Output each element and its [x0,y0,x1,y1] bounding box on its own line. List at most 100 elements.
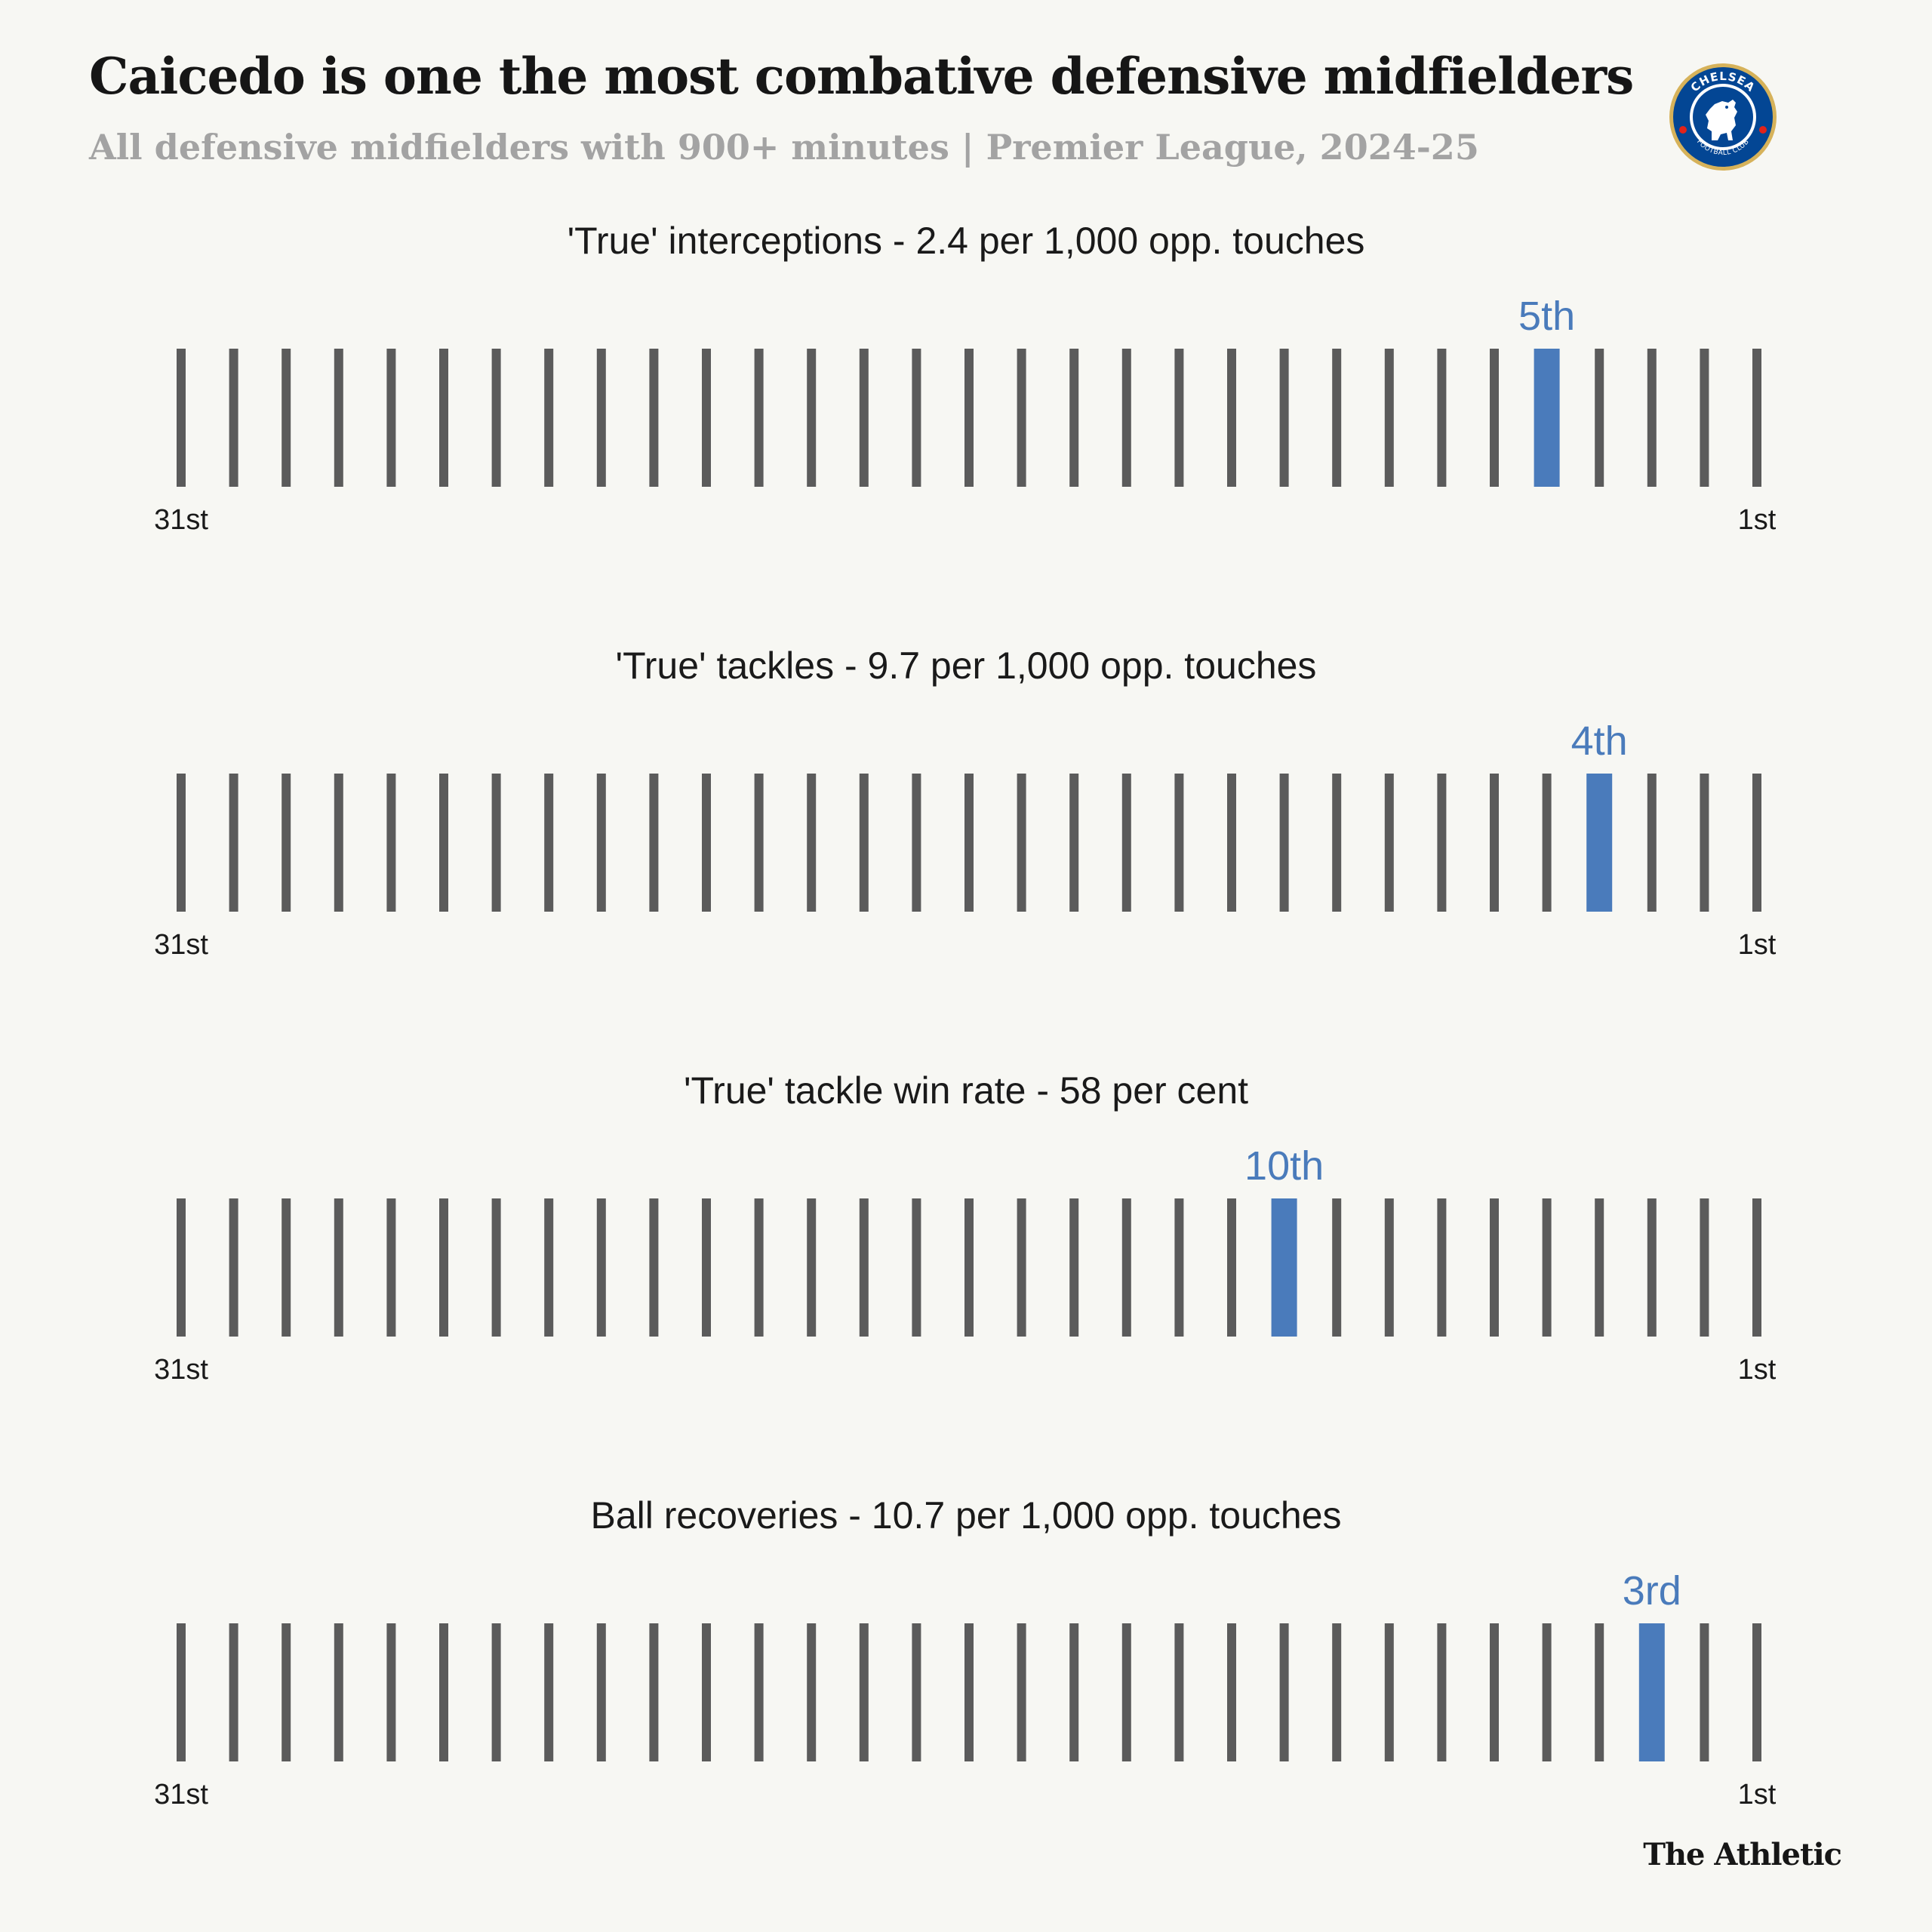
rank-tick [1752,349,1761,487]
rank-tick [1700,1623,1709,1761]
rank-strip [177,774,1761,912]
highlight-rank-label: 4th [1571,718,1628,764]
rank-tick [1069,774,1079,912]
highlight-rank-bar [1534,349,1560,487]
rank-tick [1700,774,1709,912]
rank-tick [1279,349,1289,487]
rank-tick [1752,774,1761,912]
rank-tick [1121,1623,1131,1761]
rank-tick [1384,1198,1394,1337]
rank-tick [1069,1623,1079,1761]
rank-tick [1384,1623,1394,1761]
rank-tick [281,349,291,487]
strip-panel: Ball recoveries - 10.7 per 1,000 opp. to… [0,1494,1932,1841]
rank-tick [1700,1198,1709,1337]
rank-tick [1279,1623,1289,1761]
rank-tick [964,1623,974,1761]
highlight-rank-label: 5th [1518,294,1576,339]
rank-tick [649,774,659,912]
rank-tick [754,1623,764,1761]
highlight-rank-label: 10th [1244,1143,1324,1189]
rank-tick [807,774,817,912]
rank-tick [1752,1623,1761,1761]
rank-tick [912,774,921,912]
rank-tick [1332,349,1342,487]
rank-tick [281,1198,291,1337]
rank-tick [1174,1198,1184,1337]
rank-tick [229,774,238,912]
rank-tick [439,774,448,912]
chelsea-crest-logo: CHELSEA FOOTBALL CLUB [1669,63,1777,171]
right-axis-label: 1st [1737,929,1777,961]
rank-tick [912,1623,921,1761]
rank-tick [1437,774,1447,912]
rank-tick [964,349,974,487]
strip-panel: 'True' tackles - 9.7 per 1,000 opp. touc… [0,644,1932,991]
rank-tick [807,1623,817,1761]
rank-tick [1490,1198,1499,1337]
rank-strip [177,1198,1761,1337]
rank-tick [1542,774,1552,912]
rank-tick [596,349,606,487]
rank-tick [754,1198,764,1337]
rank-strip [177,349,1761,487]
rank-tick [229,1198,238,1337]
rank-tick [386,1623,396,1761]
left-axis-label: 31st [154,1779,208,1810]
rank-tick [334,349,343,487]
rank-tick [964,774,974,912]
rank-tick [649,1198,659,1337]
rank-tick [702,349,711,487]
panel-title: 'True' interceptions - 2.4 per 1,000 opp… [567,220,1365,262]
rank-tick [1332,1198,1342,1337]
rank-tick [1437,1198,1447,1337]
rank-tick [859,349,869,487]
rank-tick [229,349,238,487]
rank-tick [386,774,396,912]
rank-tick [491,1198,501,1337]
rank-tick [177,1623,186,1761]
rank-tick [1437,1623,1447,1761]
rank-tick [1174,1623,1184,1761]
rank-tick [1227,1623,1236,1761]
rank-tick [702,1623,711,1761]
rank-tick [596,1623,606,1761]
rank-strip [177,1623,1761,1761]
strip-panel: 'True' interceptions - 2.4 per 1,000 opp… [0,219,1932,566]
left-axis-label: 31st [154,1354,208,1386]
strip-panel: 'True' tackle win rate - 58 per cent 10th… [0,1069,1932,1416]
rank-tick [912,349,921,487]
rank-tick [1332,1623,1342,1761]
the-athletic-brand: The Athletic [1643,1837,1842,1872]
rank-tick [1542,1198,1552,1337]
panel-title: 'True' tackles - 9.7 per 1,000 opp. touc… [615,645,1317,687]
panel-title: 'True' tackle win rate - 58 per cent [683,1069,1249,1112]
rank-tick [1279,774,1289,912]
rank-tick [1437,349,1447,487]
highlight-rank-label: 3rd [1622,1568,1681,1614]
rank-tick [859,1198,869,1337]
rank-tick [649,349,659,487]
rank-tick [491,774,501,912]
right-axis-label: 1st [1737,504,1777,536]
rank-tick [1595,349,1604,487]
rank-tick [807,1198,817,1337]
rank-tick [1332,774,1342,912]
rank-tick [596,774,606,912]
rank-tick [1595,1623,1604,1761]
right-axis-label: 1st [1737,1354,1777,1386]
rank-tick [1647,774,1657,912]
rank-tick [1384,774,1394,912]
right-axis-label: 1st [1737,1779,1777,1810]
rank-tick [1174,774,1184,912]
rank-tick [544,1198,554,1337]
rank-tick [439,1623,448,1761]
rank-tick [1069,349,1079,487]
chart-subtitle: All defensive midfielders with 900+ minu… [89,127,1479,168]
rank-tick [1227,349,1236,487]
rank-tick [1384,349,1394,487]
rank-tick [807,349,817,487]
rank-tick [1595,1198,1604,1337]
rank-tick [859,774,869,912]
rank-tick [439,349,448,487]
